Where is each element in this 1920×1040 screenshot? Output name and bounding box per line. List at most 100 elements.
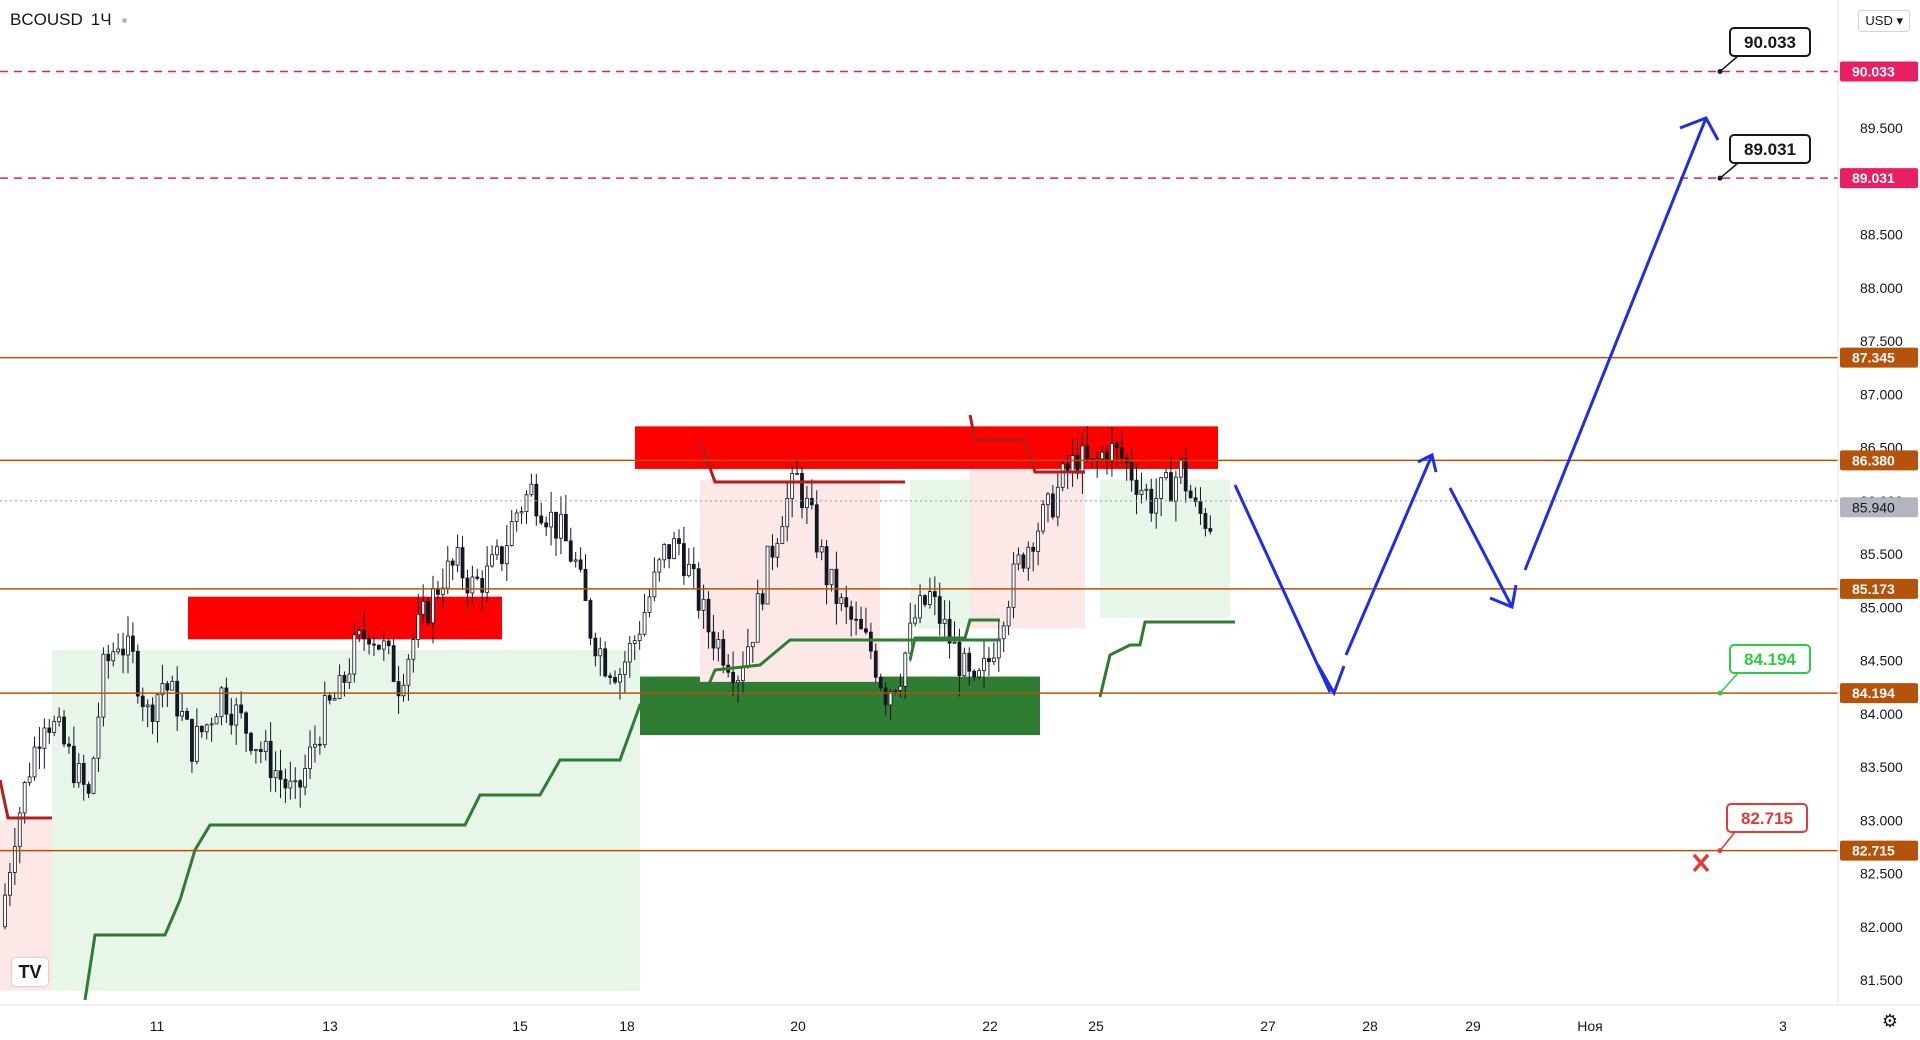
candle-body [839,597,844,605]
tradingview-logo[interactable]: TV [12,958,48,986]
candle-body [760,593,765,605]
candle-body [62,716,66,745]
candle-body [1203,513,1208,529]
candle-body [1031,546,1036,552]
gear-icon[interactable]: ⚙ [1881,1011,1898,1031]
candle-body [111,651,116,662]
forecast-arrows-layer [1233,116,1720,697]
candle-body [27,776,32,783]
resistance-zone [188,596,502,640]
candle-body [883,687,888,706]
time-tick-label: 18 [619,1018,635,1034]
candle-body [229,713,234,726]
price-tick-label: 87.000 [1860,386,1903,402]
candle-body [1060,463,1065,488]
price-axis[interactable]: 90.00089.50089.00088.50088.00087.50087.0… [1837,0,1920,1040]
chevron-down-icon: ▾ [1896,13,1903,28]
candle-body [657,559,662,573]
target-callout-label: 89.031 [1744,140,1796,159]
candle-body [52,721,57,733]
candle-body [622,661,627,675]
candle-body [47,727,52,733]
stop-loss-callout-pointer [1719,831,1736,852]
candle-body [293,780,298,783]
candle-body [691,563,696,570]
symbol-header[interactable]: BCOUSD 1Ч [10,10,127,30]
candle-body [101,653,106,718]
candle-body [42,727,47,749]
current-price-tag-label: 85.940 [1852,499,1895,515]
forecast-arrowhead [1489,584,1518,610]
candle-body [1114,443,1119,449]
candle-body [736,680,740,684]
price-tick-label: 82.500 [1860,866,1903,882]
candle-body [578,559,583,570]
time-tick-label: 3 [1779,1018,1787,1034]
candle-body [913,617,918,624]
symbol-name[interactable]: BCOUSD [10,10,83,29]
price-tick-label: 84.500 [1860,653,1903,669]
candle-body [1198,501,1203,514]
candle-body [426,600,430,624]
price-axis-bg [1838,0,1920,1040]
candle-body [1139,489,1144,495]
candle-body [106,653,111,662]
candle-body [317,743,322,746]
candle-body [381,640,386,650]
candle-body [568,540,573,562]
candle-body [57,716,62,723]
price-level-tag [1840,683,1918,704]
time-tick-label: 29 [1465,1018,1481,1034]
candle-body [386,640,391,647]
time-tick-label: 15 [512,1018,528,1034]
price-level-tag-label: 82.715 [1852,843,1895,859]
trend-fill [52,649,640,991]
candle-body [952,641,957,644]
candle-body [342,675,347,683]
candle-body [352,634,357,675]
candle-body [755,593,760,643]
candle-body [485,565,490,593]
forecast-arrow [1523,117,1708,571]
candle-body [406,658,411,686]
candle-body [465,577,470,594]
candle-body [1129,462,1134,481]
time-tick-label: Ноя [1577,1018,1602,1034]
candle-body [17,812,22,848]
candle-body [647,596,652,613]
candle-body [509,521,514,547]
currency-dropdown[interactable]: USD ▾ [1858,10,1910,32]
candle-body [372,643,376,646]
candle-body [258,749,263,752]
candle-body [209,723,214,726]
candle-body [627,643,632,663]
candle-body [357,630,362,636]
candle-body [313,743,317,748]
candle-body [559,513,563,539]
candle-body [190,718,194,762]
candle-body [391,645,396,682]
candle-body [1178,458,1183,478]
candle-body [362,630,367,640]
forecast-arrow [1233,484,1332,693]
interval-label[interactable]: 1Ч [90,10,112,29]
candle-body [652,571,657,598]
candle-body [3,894,7,928]
candle-body [991,657,996,663]
candles-layer [3,426,1213,930]
candle-body [982,657,986,672]
forecast-arrowhead [1316,664,1346,697]
candle-body [962,652,967,677]
time-axis[interactable]: 11 13 15 18 20 22 25 27 28 29 Ноя 3 [0,1004,1920,1040]
candle-body [573,559,578,562]
candle-body [37,746,42,749]
candle-body [1110,443,1114,462]
candle-body [721,639,726,666]
target-callout-label: 90.033 [1744,33,1796,52]
candle-body [1046,493,1050,506]
time-tick-label: 22 [982,1018,998,1034]
candle-body [214,716,219,725]
candle-body [583,568,588,601]
candle-body [682,543,686,577]
